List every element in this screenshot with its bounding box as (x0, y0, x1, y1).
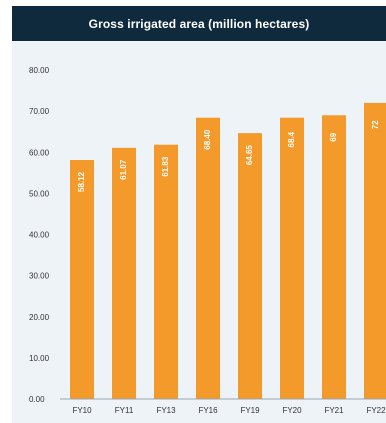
x-tick-label: FY16 (198, 406, 218, 415)
bar (196, 117, 220, 399)
y-tick-label: 10.00 (29, 354, 50, 363)
data-label: 61.07 (119, 159, 128, 180)
data-label: 68.40 (203, 129, 212, 150)
bar (322, 115, 346, 400)
bar (364, 102, 386, 400)
y-tick-label: 60.00 (29, 148, 50, 157)
data-label: 61.83 (161, 156, 170, 177)
y-tick-label: 80.00 (29, 66, 50, 75)
chart-title-bar: Gross irrigated area (million hectares) (12, 6, 386, 41)
chart-title: Gross irrigated area (million hectares) (88, 16, 310, 31)
data-label: 72 (371, 120, 380, 129)
x-tick-label: FY10 (72, 406, 92, 415)
y-tick-label: 0.00 (29, 395, 45, 404)
x-tick-label: FY19 (240, 406, 260, 415)
y-tick-label: 70.00 (29, 107, 50, 116)
x-tick-label: FY22 (366, 406, 386, 415)
bar (70, 159, 94, 399)
y-tick-label: 40.00 (29, 231, 50, 240)
data-label: 58.12 (77, 171, 86, 192)
bar (154, 144, 178, 399)
x-tick-label: FY11 (115, 406, 134, 415)
bar (280, 117, 304, 399)
bar (112, 147, 136, 399)
data-label: 69 (329, 132, 338, 141)
bar (238, 133, 262, 399)
y-tick-label: 20.00 (29, 313, 50, 322)
x-tick-label: FY21 (324, 406, 344, 415)
x-tick-label: FY20 (282, 406, 302, 415)
y-tick-label: 30.00 (29, 272, 50, 281)
data-label: 68.4 (287, 131, 296, 147)
y-tick-label: 50.00 (29, 189, 50, 198)
x-tick-label: FY13 (156, 406, 176, 415)
data-label: 64.65 (245, 145, 254, 166)
